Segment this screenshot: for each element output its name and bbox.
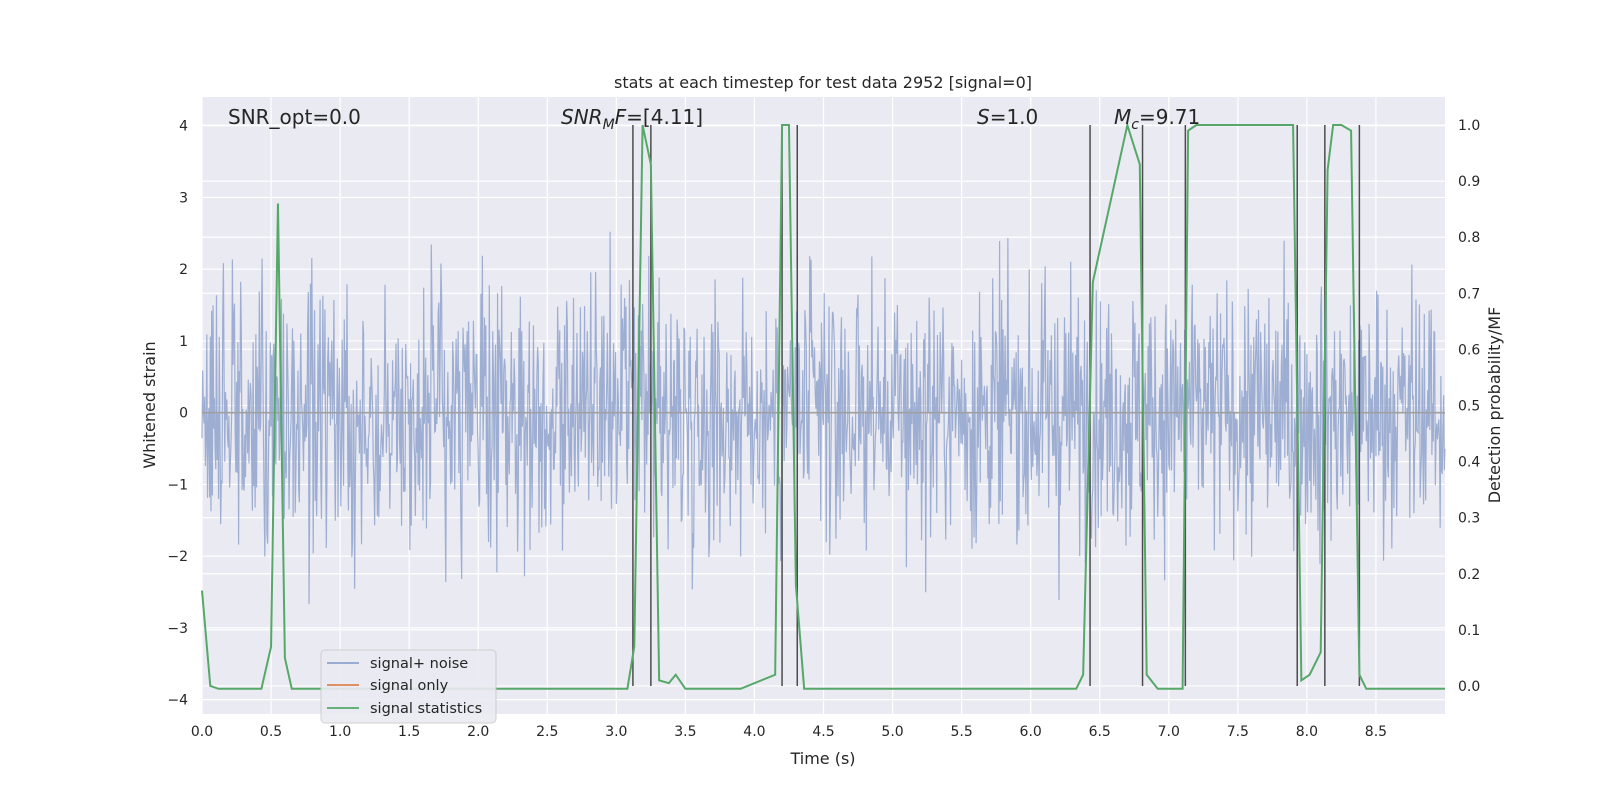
x-tick-label: 0.0: [191, 724, 213, 740]
y-left-tick-label: 1: [179, 334, 188, 350]
y-left-tick-label: −2: [167, 549, 188, 565]
legend: signal+ noise signal only signal statist…: [320, 649, 497, 724]
mc-symbol: M: [1114, 105, 1131, 129]
x-tick-label: 0.5: [260, 724, 282, 740]
y-axis-left-label: Whitened strain: [140, 341, 159, 468]
y-right-tick-label: 0.7: [1458, 286, 1480, 302]
x-tick-label: 3.5: [674, 724, 696, 740]
x-tick-label: 6.5: [1089, 724, 1111, 740]
annotation-s: S=1.0: [977, 105, 1038, 129]
s-value: =1.0: [990, 105, 1039, 129]
y-left-tick-label: 3: [179, 190, 188, 206]
x-tick-label: 6.0: [1020, 724, 1042, 740]
y-left-tick-label: −4: [167, 693, 188, 709]
y-left-tick-label: −1: [167, 477, 188, 493]
snr-mf-subscript: M: [603, 117, 615, 133]
x-tick-label: 8.0: [1296, 724, 1318, 740]
annotation-mc: Mc=9.71: [1114, 105, 1200, 133]
mc-subscript: c: [1131, 117, 1139, 133]
y-left-tick-label: 4: [179, 119, 188, 135]
x-tick-label: 1.5: [398, 724, 420, 740]
annotation-snr-opt: SNR_opt=0.0: [228, 105, 361, 129]
y-right-tick-label: 0.3: [1458, 511, 1480, 527]
signal-noise-line: [201, 231, 1446, 605]
y-left-tick-label: 0: [179, 406, 188, 422]
x-tick-label: 7.5: [1227, 724, 1249, 740]
snr-mf-symbol: SNR: [561, 105, 603, 129]
mc-value: =9.71: [1139, 105, 1200, 129]
legend-label-signal-statistics: signal statistics: [370, 701, 482, 717]
x-tick-label: 2.5: [536, 724, 558, 740]
y-right-tick-label: 0.4: [1458, 455, 1480, 471]
y-right-tick-label: 0.9: [1458, 174, 1480, 190]
snr-mf-value: =[4.11]: [626, 105, 703, 129]
x-tick-label: 3.0: [605, 724, 627, 740]
y-right-tick-label: 0.0: [1458, 679, 1480, 695]
y-left-tick-label: 2: [179, 262, 188, 278]
legend-label-signal-only: signal only: [370, 678, 449, 694]
y-right-tick-label: 0.1: [1458, 623, 1480, 639]
chart-title: stats at each timestep for test data 295…: [614, 73, 1032, 92]
x-tick-label: 8.5: [1365, 724, 1387, 740]
s-symbol: S: [977, 105, 990, 129]
y-right-tick-label: 0.5: [1458, 399, 1480, 415]
y-axis-right-label: Detection probability/MF: [1485, 307, 1504, 504]
x-tick-label: 5.0: [881, 724, 903, 740]
x-axis-label: Time (s): [789, 749, 855, 768]
x-tick-label: 2.0: [467, 724, 489, 740]
x-tick-label: 4.5: [812, 724, 834, 740]
x-tick-label: 1.0: [329, 724, 351, 740]
x-tick-label: 5.5: [950, 724, 972, 740]
annotation-snr-mf: SNRMF=[4.11]: [561, 105, 703, 133]
y-right-tick-label: 1.0: [1458, 118, 1480, 134]
snr-mf-symbol-2: F: [615, 105, 627, 129]
x-tick-label: 4.0: [743, 724, 765, 740]
y-left-tick-label: −3: [167, 621, 188, 637]
legend-label-signal-noise: signal+ noise: [370, 656, 468, 672]
y-right-tick-label: 0.8: [1458, 230, 1480, 246]
x-tick-label: 7.0: [1158, 724, 1180, 740]
series-signal-noise: [201, 231, 1446, 605]
legend-box: [320, 649, 497, 724]
y-right-tick-label: 0.2: [1458, 567, 1480, 583]
y-right-tick-label: 0.6: [1458, 342, 1480, 358]
tick-labels: 0.0 0.5 1.0 1.5 2.0 2.5 3.0 3.5 4.0 4.5 5.0 5.5 6.0 6…: [167, 118, 1480, 740]
